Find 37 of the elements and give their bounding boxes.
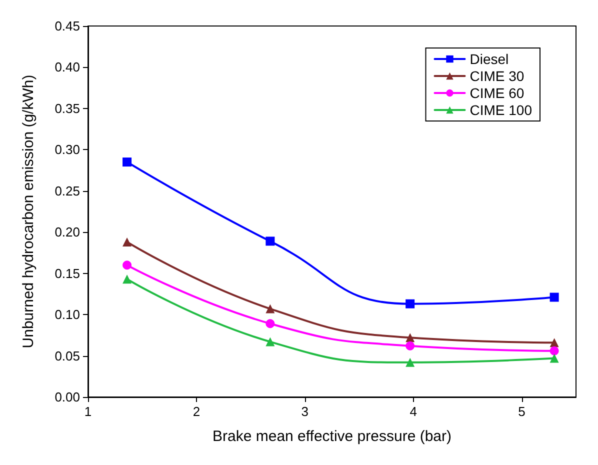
y-tick-label: 0.40	[54, 60, 80, 75]
point	[266, 236, 275, 246]
legend-label: Diesel	[470, 51, 509, 67]
point	[550, 346, 559, 356]
point	[122, 274, 132, 284]
y-tick-label: 0.35	[54, 100, 80, 116]
legend-label: CIME 30	[470, 68, 524, 84]
point	[266, 304, 275, 314]
x-tick-label: 1	[84, 404, 92, 419]
point	[406, 299, 415, 308]
legend-label: CIME 60	[470, 85, 524, 101]
y-tick-label: 0.15	[54, 266, 80, 281]
point	[550, 292, 559, 302]
point	[550, 338, 559, 348]
point	[266, 319, 275, 328]
point	[406, 341, 415, 350]
point	[550, 354, 559, 363]
x-tick-label: 5	[518, 404, 526, 419]
x-tick-label: 2	[192, 404, 200, 419]
point	[406, 358, 415, 367]
y-tick-label: 0.10	[54, 307, 80, 322]
y-tick-label: 0.20	[54, 224, 80, 240]
y-tick-label: 0.45	[54, 18, 80, 34]
legend-label: CIME 100	[470, 102, 532, 118]
y-tick-label: 0.00	[54, 390, 80, 404]
point	[122, 158, 132, 167]
point	[266, 337, 275, 346]
point	[122, 260, 132, 270]
x-tick-label: 3	[301, 404, 309, 419]
y-tick-label: 0.05	[54, 348, 80, 364]
y-axis-title: Unburned hydrocarbon emission (g/kWh)	[20, 74, 37, 348]
x-tick-label: 4	[410, 404, 417, 419]
y-tick-label: 0.25	[54, 183, 80, 198]
point	[406, 333, 415, 342]
point	[122, 238, 132, 247]
y-tick-label: 0.30	[54, 142, 80, 158]
x-axis-title: Brake mean effective pressure (bar)	[212, 428, 452, 445]
